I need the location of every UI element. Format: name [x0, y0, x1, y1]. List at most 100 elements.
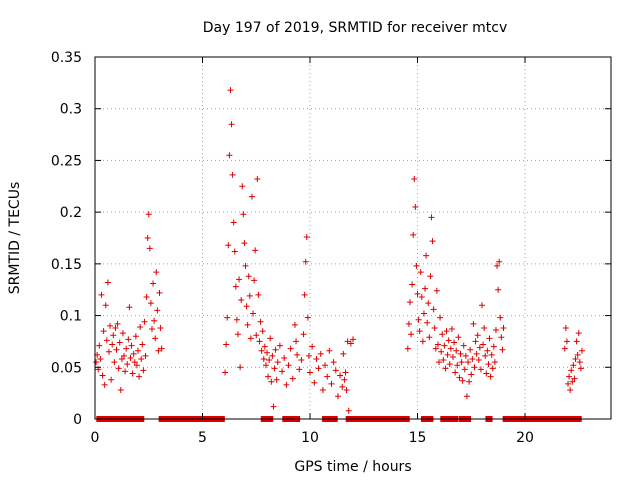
data-point — [313, 356, 320, 363]
data-point — [406, 299, 413, 306]
data-point — [303, 233, 310, 240]
data-point — [444, 351, 451, 358]
data-point — [449, 353, 456, 360]
data-point — [339, 383, 346, 390]
data-point — [448, 326, 455, 333]
data-point — [152, 335, 159, 342]
data-point — [237, 364, 244, 371]
data-point — [101, 381, 108, 388]
data-point — [137, 323, 144, 330]
data-point — [431, 324, 438, 331]
data-point — [231, 248, 238, 255]
y-tick-label: 0.2 — [60, 205, 82, 221]
data-point — [452, 369, 459, 376]
data-point — [291, 321, 298, 328]
data-point — [300, 331, 307, 338]
data-point — [262, 362, 269, 369]
data-point — [443, 328, 450, 335]
data-point — [112, 324, 119, 331]
data-point — [109, 341, 116, 348]
y-axis-label: SRMTID / TECUs — [7, 182, 23, 295]
data-point — [332, 367, 339, 374]
data-point — [568, 367, 575, 374]
data-point — [102, 302, 109, 309]
data-point — [424, 319, 431, 326]
data-point — [240, 211, 247, 218]
data-point — [575, 330, 582, 337]
y-tick-label: 0.05 — [51, 360, 82, 376]
data-point — [243, 303, 250, 310]
data-point — [140, 367, 147, 374]
data-point — [276, 342, 283, 349]
data-point — [411, 176, 418, 183]
data-point — [252, 247, 259, 254]
data-point — [466, 378, 473, 385]
data-point — [148, 326, 155, 333]
data-point — [474, 332, 481, 339]
data-point — [426, 334, 433, 341]
data-point — [222, 369, 229, 376]
data-point — [126, 304, 133, 311]
data-point — [469, 356, 476, 363]
data-point — [269, 352, 276, 359]
data-point — [133, 362, 140, 369]
data-point — [472, 338, 479, 345]
data-point — [484, 347, 491, 354]
data-point — [415, 316, 422, 323]
data-point — [117, 387, 124, 394]
data-point — [438, 348, 445, 355]
data-point — [224, 314, 231, 321]
data-point — [272, 346, 279, 353]
data-point — [567, 387, 574, 394]
data-point — [241, 240, 248, 247]
data-point — [141, 318, 148, 325]
data-point — [238, 297, 245, 304]
data-point — [447, 345, 454, 352]
y-tick-labels: 0 0.05 0.1 0.15 0.2 0.25 0.3 0.35 — [51, 50, 82, 428]
data-point — [467, 346, 474, 353]
data-point — [105, 348, 112, 355]
data-point — [119, 330, 126, 337]
data-point — [108, 376, 115, 383]
data-point — [135, 347, 141, 354]
data-point — [136, 373, 143, 380]
data-point — [561, 345, 568, 352]
data-point — [490, 343, 497, 350]
data-point — [485, 361, 492, 368]
data-point — [571, 375, 578, 382]
data-point — [304, 314, 311, 321]
data-point — [110, 332, 117, 339]
data-point — [99, 372, 106, 379]
plot-frame — [94, 56, 612, 420]
data-point — [420, 310, 427, 317]
data-point — [246, 292, 253, 299]
data-point — [139, 341, 146, 348]
data-point — [322, 362, 329, 369]
data-point — [315, 365, 322, 372]
data-point — [345, 407, 352, 414]
data-point — [268, 378, 275, 385]
data-point — [419, 338, 426, 345]
data-point — [347, 340, 354, 347]
data-point — [468, 371, 475, 378]
data-point — [150, 280, 157, 287]
data-point — [439, 331, 446, 338]
data-point — [334, 393, 341, 400]
data-point — [492, 327, 499, 334]
data-point — [245, 273, 252, 280]
data-point — [158, 345, 165, 352]
data-point — [281, 354, 288, 361]
data-point — [479, 302, 485, 309]
data-point — [115, 365, 122, 372]
data-point — [565, 380, 571, 387]
data-point — [456, 374, 463, 381]
data-point — [131, 359, 138, 366]
data-point — [437, 314, 444, 321]
data-point — [118, 356, 125, 363]
data-point — [124, 361, 131, 368]
x-tick-labels: 0 5 10 15 20 — [91, 430, 534, 446]
data-point — [341, 376, 348, 383]
chart-title: Day 197 of 2019, SRMTID for receiver mtc… — [203, 20, 508, 36]
data-point — [413, 262, 420, 269]
data-point — [476, 344, 483, 351]
